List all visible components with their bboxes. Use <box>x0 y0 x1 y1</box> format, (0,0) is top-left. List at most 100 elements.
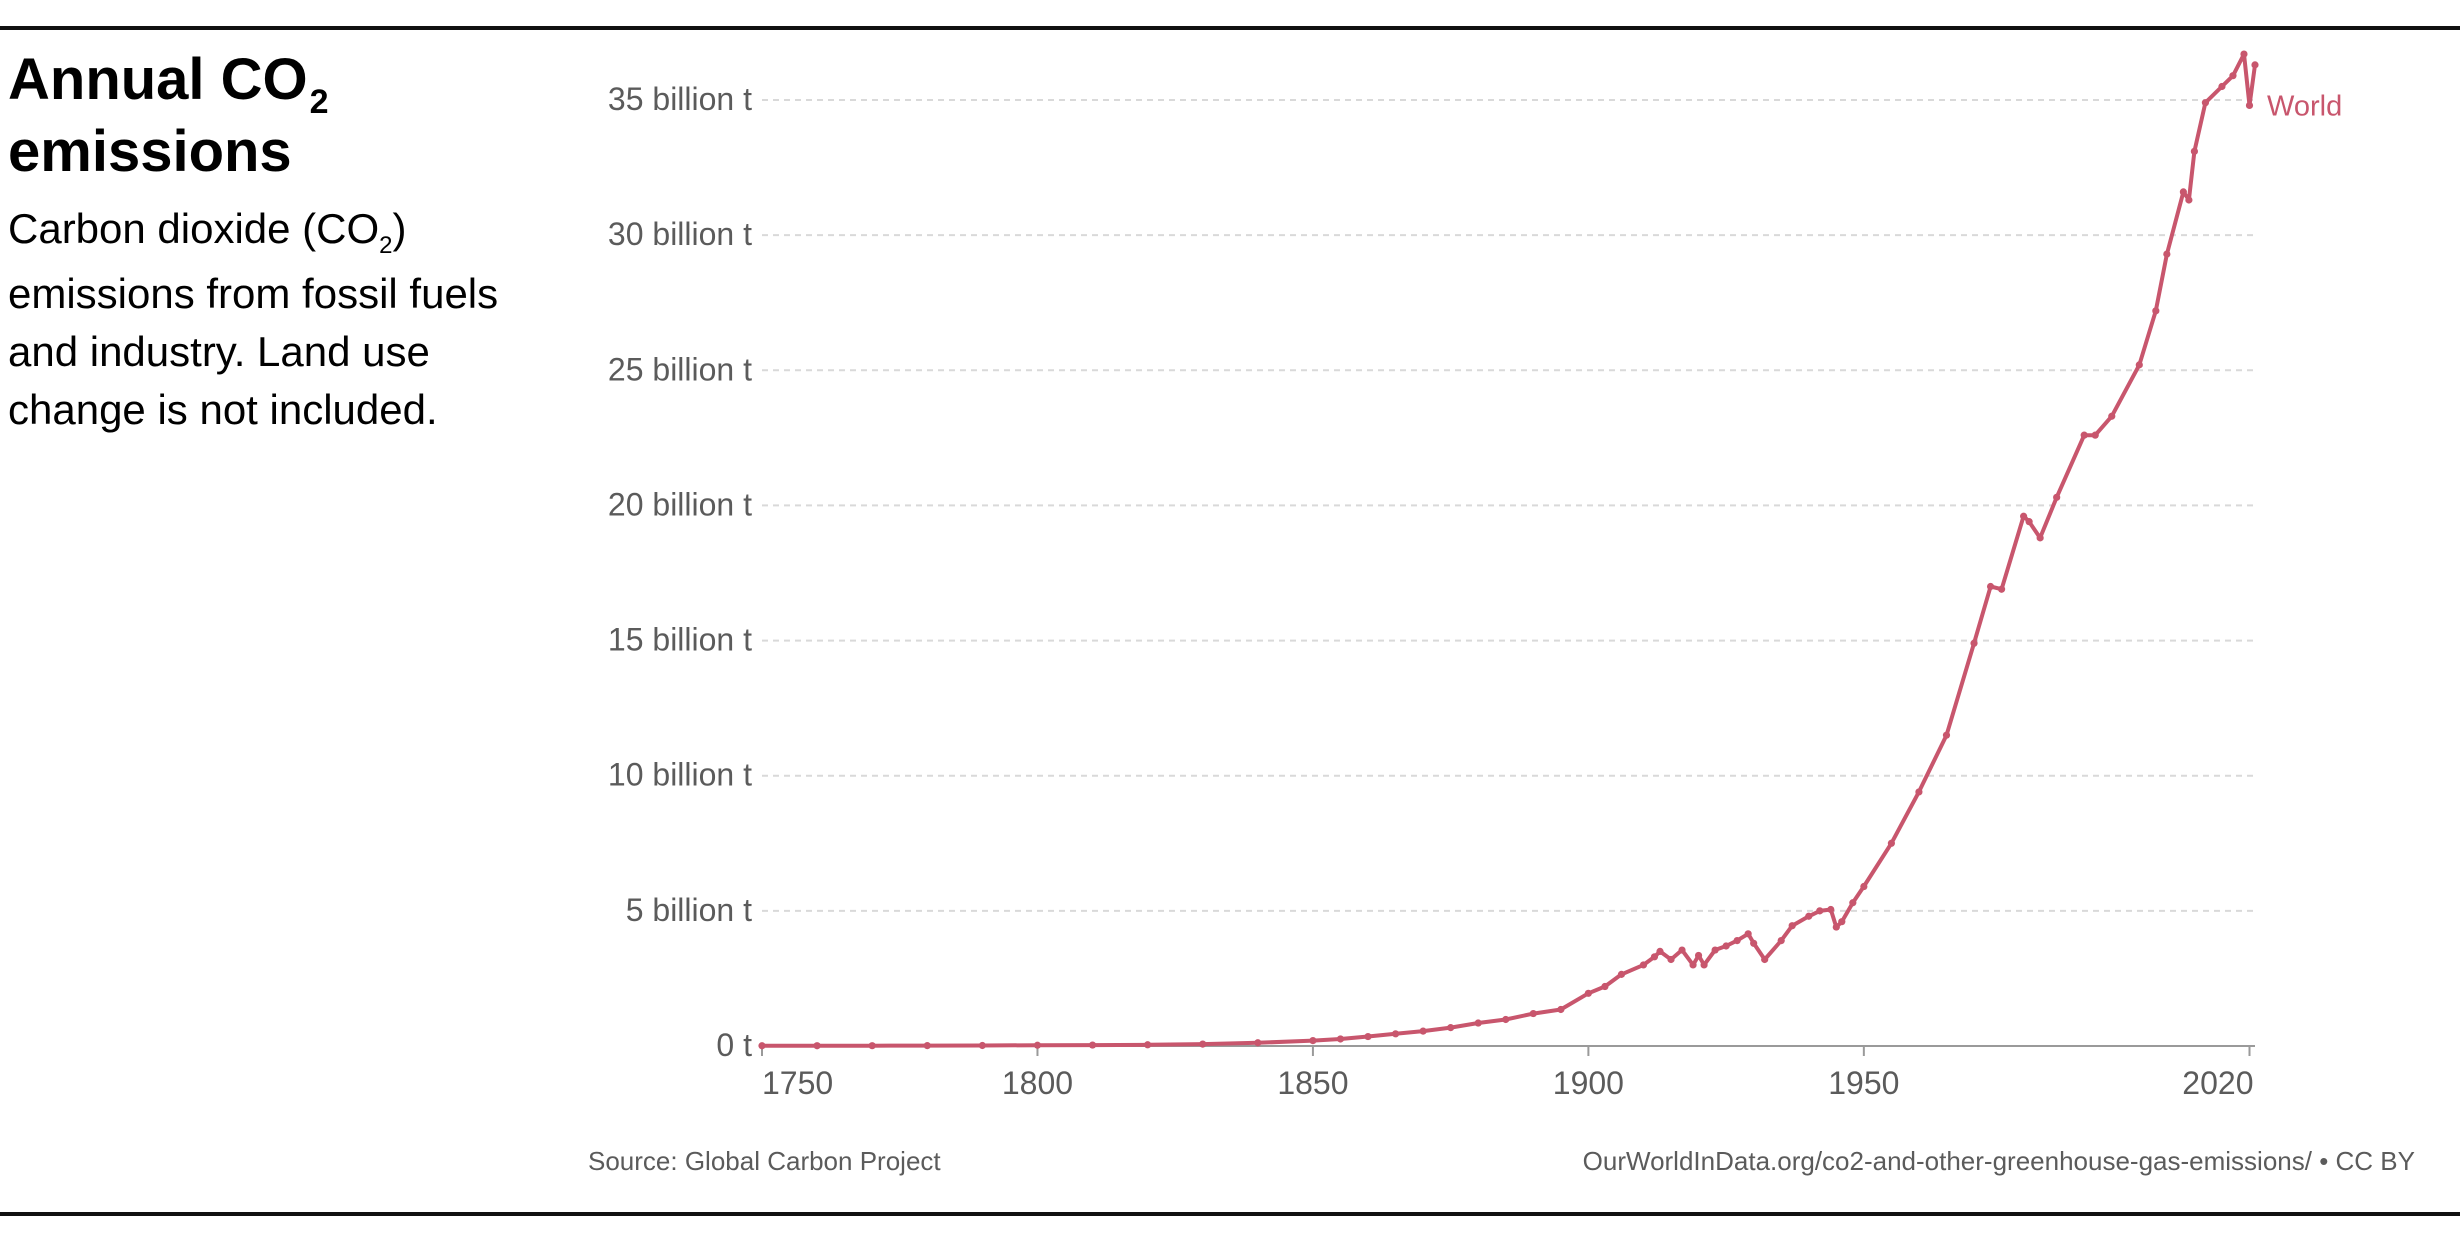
data-point <box>2135 361 2143 369</box>
data-point <box>1336 1035 1345 1043</box>
series-label-world: World <box>2267 90 2342 122</box>
data-point <box>2245 101 2254 110</box>
data-point <box>1761 955 1769 964</box>
data-point <box>1711 946 1719 954</box>
chart-gridlines <box>762 99 2255 912</box>
chart-title: Annual CO2 emissions <box>8 48 528 184</box>
data-point <box>2080 431 2088 439</box>
data-point <box>2229 72 2237 80</box>
data-point <box>1529 1009 1537 1018</box>
y-tick-label: 10 billion t <box>608 757 752 793</box>
y-tick-label: 5 billion t <box>626 892 752 928</box>
data-point <box>1678 946 1686 954</box>
chart-subtitle: Carbon dioxide (CO2) emissions from foss… <box>8 200 528 439</box>
data-point <box>1827 905 1835 914</box>
data-point <box>2036 534 2044 542</box>
data-point <box>2201 99 2210 107</box>
data-point <box>2091 431 2099 439</box>
data-point <box>1656 947 1664 956</box>
data-point <box>1777 936 1785 945</box>
chart-subtitle-subscript: 2 <box>379 232 393 259</box>
data-point <box>1700 961 1708 969</box>
data-point <box>1447 1024 1455 1032</box>
data-point <box>978 1041 986 1050</box>
data-point <box>2218 82 2226 91</box>
data-point <box>1986 582 1995 591</box>
data-point <box>1667 955 1675 964</box>
series-line-world <box>761 52 2257 1048</box>
y-tick-label: 25 billion t <box>608 351 752 387</box>
data-point <box>2108 412 2116 420</box>
chart-title-subscript: 2 <box>309 83 329 121</box>
x-tick-label: 1750 <box>762 1065 833 1101</box>
data-point <box>1502 1015 1510 1024</box>
data-point <box>1887 839 1895 847</box>
data-point <box>923 1042 931 1050</box>
data-point <box>1391 1030 1400 1038</box>
chart-title-second-line: emissions <box>8 119 292 184</box>
data-point <box>1689 961 1697 969</box>
data-point <box>1033 1041 1042 1049</box>
data-point <box>1617 970 1626 978</box>
data-point <box>1997 585 2006 593</box>
data-point <box>2185 196 2193 204</box>
top-rule <box>0 26 2460 30</box>
chart-subtitle-start: Carbon dioxide (CO <box>8 205 380 252</box>
data-point <box>1254 1039 1262 1047</box>
data-point <box>1199 1040 1207 1048</box>
data-point <box>1970 639 1978 647</box>
data-point <box>2190 147 2198 155</box>
data-point <box>813 1042 821 1050</box>
data-point <box>1419 1027 1427 1035</box>
y-tick-label: 35 billion t <box>608 81 752 117</box>
data-point <box>758 1042 766 1050</box>
data-point <box>2179 188 2187 196</box>
credit-note: OurWorldInData.org/co2-and-other-greenho… <box>1582 1146 2415 1176</box>
data-point <box>1309 1036 1317 1045</box>
data-point <box>1364 1032 1372 1041</box>
x-tick-label: 2020 <box>2182 1065 2253 1101</box>
data-point <box>1832 923 1840 931</box>
data-point <box>2163 250 2171 258</box>
x-tick-label: 1950 <box>1828 1065 1899 1101</box>
data-point <box>1088 1041 1097 1049</box>
data-point <box>2251 61 2259 69</box>
data-point <box>2152 307 2160 315</box>
x-tick-label: 1850 <box>1277 1065 1348 1101</box>
data-point <box>2020 512 2028 520</box>
x-tick-label: 1800 <box>1002 1065 1073 1101</box>
bottom-rule <box>0 1212 2460 1216</box>
data-point <box>1816 907 1824 915</box>
y-tick-label: 15 billion t <box>608 622 752 658</box>
data-point <box>868 1042 876 1050</box>
y-tick-label: 30 billion t <box>608 216 752 252</box>
chart-title-main: Annual CO <box>8 47 308 112</box>
data-point <box>1805 912 1813 920</box>
data-point <box>1639 961 1648 969</box>
data-point <box>1601 982 1609 991</box>
data-point <box>1650 953 1659 961</box>
data-point <box>1474 1019 1482 1027</box>
y-tick-label: 20 billion t <box>608 486 752 522</box>
x-axis: 1750 1800 1850 1900 1950 2020 <box>761 1046 2253 1101</box>
data-point <box>2025 518 2033 526</box>
y-tick-label: 0 t <box>716 1027 752 1063</box>
data-point <box>1942 731 1951 739</box>
data-point <box>1860 882 1868 891</box>
data-point <box>1722 942 1730 950</box>
data-point <box>1849 899 1857 907</box>
data-point <box>1788 922 1796 930</box>
chart-subtitle-rest: ) emissions from fossil fuels and indust… <box>8 205 499 433</box>
x-tick-label: 1900 <box>1553 1065 1624 1101</box>
y-axis: 0 t 5 billion t 10 billion t 15 billion t 20… <box>608 81 752 1063</box>
data-point <box>1557 1005 1565 1014</box>
data-point <box>1733 936 1741 945</box>
data-point <box>1915 788 1923 796</box>
data-point <box>1744 930 1752 938</box>
series-points <box>758 50 2259 1050</box>
data-point <box>2240 50 2248 58</box>
data-point <box>1838 918 1846 926</box>
source-note: Source: Global Carbon Project <box>588 1146 941 1176</box>
data-point <box>1750 939 1758 947</box>
